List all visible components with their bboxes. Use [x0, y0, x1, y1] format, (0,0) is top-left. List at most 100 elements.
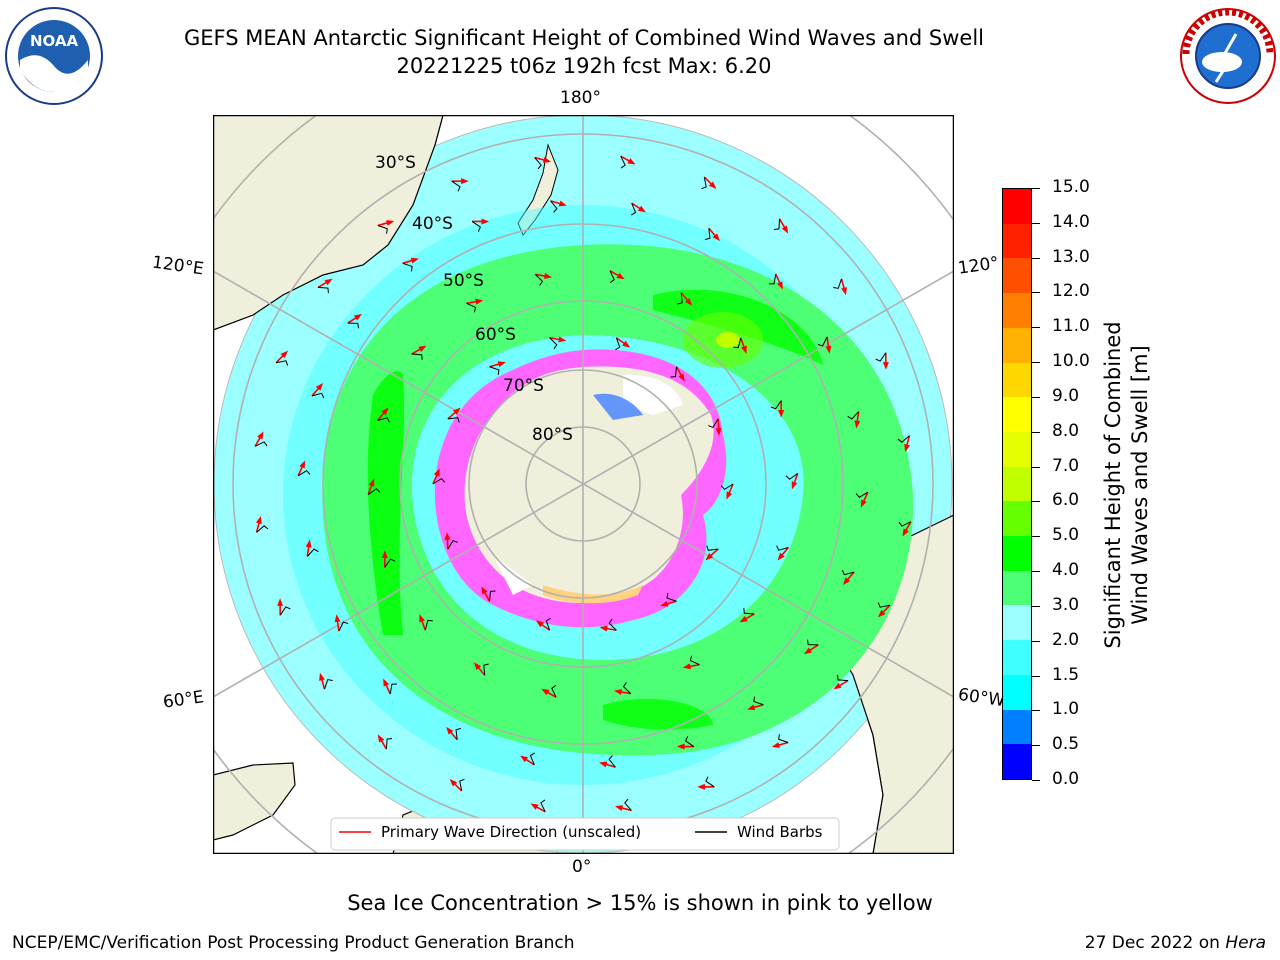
wind-barb — [778, 734, 789, 743]
colorbar-tick-label: 10.0 — [1052, 351, 1090, 372]
wind-barb — [769, 273, 777, 285]
colorbar-tick-label: 0.0 — [1052, 769, 1080, 789]
wind-barb — [447, 539, 458, 550]
wave-arrow-head — [778, 409, 785, 418]
wave-arrow-head — [386, 220, 395, 226]
wave-arrow-head — [599, 625, 608, 632]
colorbar-segment — [1003, 397, 1031, 432]
colorbar-tick — [1032, 292, 1040, 294]
wind-barb — [666, 593, 677, 602]
colorbar-segment — [1003, 605, 1031, 641]
colorbar-segment — [1003, 640, 1031, 675]
chart-subtitle: 20221225 t06z 192h fcst Max: 6.20 — [396, 54, 772, 78]
wind-barb — [701, 177, 707, 190]
wave-arrow-head — [419, 614, 425, 623]
wind-barb — [833, 278, 842, 289]
wave-direction-arrows — [254, 155, 912, 813]
colorbar-tick — [1032, 536, 1040, 538]
wave-arrow-head — [381, 550, 388, 559]
wave-arrow-head — [256, 515, 262, 525]
colorbar-tick — [1032, 710, 1040, 712]
wave-band-4-5m — [367, 371, 405, 635]
wave-arrow-head — [697, 783, 705, 790]
wind-barb — [488, 590, 496, 602]
wind-barb — [447, 417, 460, 423]
wave-arrow-head — [558, 200, 567, 207]
chart-title: GEFS MEAN Antarctic Significant Height o… — [183, 26, 985, 50]
lon-label-0: 0° — [572, 857, 592, 877]
colorbar-tick — [1032, 745, 1040, 747]
wind-barb — [807, 639, 819, 646]
wave-arrow-head — [613, 689, 623, 695]
wind-barb — [402, 262, 413, 272]
wave-arrow-head — [877, 609, 886, 618]
wind-barb — [377, 225, 388, 234]
wave-arrow-head — [854, 420, 861, 429]
wave-arrow-head — [803, 647, 812, 655]
polar-map: 30°S 40°S 50°S 60°S 70°S 80°S Primary Wa… — [213, 115, 954, 854]
wave-arrow-head — [747, 704, 756, 711]
wind-barb — [338, 621, 349, 632]
colorbar-tick — [1032, 640, 1040, 642]
wind-barb — [324, 679, 333, 690]
wind-barb — [424, 619, 433, 631]
wave-arrow-head — [637, 205, 646, 213]
wind-barb — [297, 469, 311, 477]
wind-barb — [471, 221, 482, 232]
wave-arrow-head — [558, 336, 567, 343]
wave-arrow-head — [616, 272, 625, 280]
wave-arrow-head — [334, 614, 341, 623]
colorbar-tick — [1032, 571, 1040, 573]
wave-arrow-head — [452, 407, 461, 415]
colorbar-tick — [1032, 257, 1040, 259]
africa-land — [213, 762, 296, 841]
wave-arrow-head — [257, 431, 264, 440]
colorbar-tick — [1032, 501, 1040, 503]
colorbar-tick-label: 7.0 — [1052, 455, 1080, 476]
wave-arrow-head — [377, 734, 385, 743]
colorbar-tick — [1032, 431, 1040, 433]
wave-arrow-head — [461, 178, 469, 185]
wave-arrow-head — [771, 742, 780, 748]
wind-barb — [677, 292, 683, 305]
lat-label-30s: 30°S — [375, 153, 416, 173]
wave-arrow-head — [383, 678, 390, 687]
wave-arrow-head — [299, 460, 306, 469]
wave-arrow-head — [705, 553, 714, 561]
wind-barb — [384, 558, 396, 568]
wave-arrow-head — [542, 157, 552, 163]
wave-arrow-head — [715, 428, 722, 436]
wave-arrow-head — [726, 491, 733, 500]
wave-arrow-head — [535, 620, 544, 628]
wind-barb — [432, 477, 446, 485]
wind-barb — [608, 755, 616, 768]
colorbar-tick-label: 12.0 — [1052, 281, 1090, 302]
wave-arrow-head — [433, 468, 440, 477]
new-zealand-land — [517, 143, 559, 236]
colorbar-segment — [1003, 570, 1031, 606]
lon-label-120e: 120°E — [150, 252, 205, 280]
lat-label-70s: 70°S — [503, 376, 544, 396]
wave-arrow-head — [902, 528, 909, 537]
wind-barb — [534, 157, 542, 170]
wind-barb — [489, 366, 500, 375]
wave-arrow-head — [712, 233, 720, 242]
lon-label-120w: 120° — [956, 253, 1001, 279]
wind-barb — [841, 569, 855, 576]
wind-barb — [377, 417, 390, 423]
colorbar-tick-label: 9.0 — [1052, 385, 1080, 406]
colorbar-segment — [1003, 362, 1031, 398]
colorbar-tick-label: 14.0 — [1052, 211, 1090, 232]
wave-arrow-head — [842, 577, 851, 585]
wind-barb — [817, 336, 828, 347]
colorbar-tick-label: 2.0 — [1052, 629, 1080, 650]
colorbar-tick — [1032, 675, 1040, 677]
credit-text: NCEP/EMC/Verification Post Processing Pr… — [12, 933, 575, 953]
lat-label-40s: 40°S — [412, 214, 453, 234]
colorbar-tick-label: 3.0 — [1052, 594, 1080, 615]
colorbar-tick-label: 4.0 — [1052, 560, 1080, 581]
colorbar-label-line1: Significant Height of Combined — [1101, 321, 1125, 649]
colorbar-tick-label: 5.0 — [1052, 525, 1080, 546]
wave-arrow-head — [860, 499, 867, 508]
wind-barb — [622, 682, 632, 695]
